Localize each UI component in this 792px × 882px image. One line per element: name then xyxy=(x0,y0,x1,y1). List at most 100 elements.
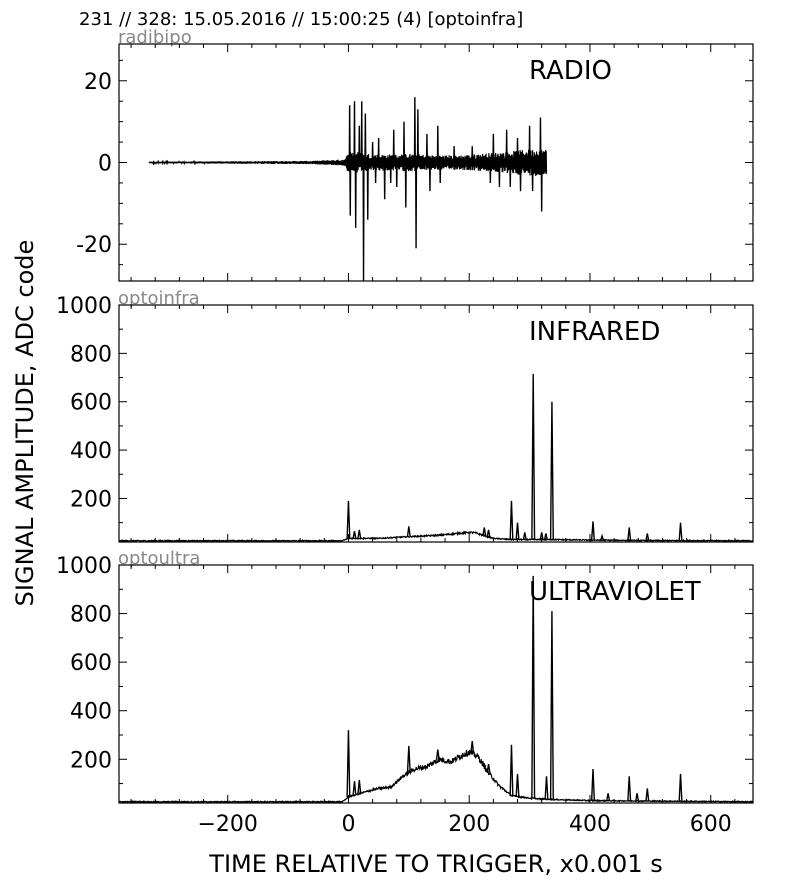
signal-spike xyxy=(354,162,357,228)
signal-spike xyxy=(519,162,522,192)
signal-spike xyxy=(505,129,508,163)
signal-spike xyxy=(374,162,377,183)
signal-spike xyxy=(489,162,492,183)
signal-spike xyxy=(492,133,495,163)
y-tick-label: 800 xyxy=(70,603,112,628)
y-tick-label: 600 xyxy=(70,391,112,416)
signal-spike xyxy=(453,146,456,163)
signal-spike xyxy=(362,162,365,281)
signal-peak xyxy=(406,526,411,537)
signal-trace xyxy=(119,530,753,542)
plot-frame xyxy=(118,304,754,543)
signal-peak xyxy=(352,530,357,539)
x-tick-label: 400 xyxy=(569,812,611,837)
signal-peak xyxy=(544,776,549,800)
signal-peak xyxy=(522,532,527,540)
signal-peak xyxy=(346,730,351,797)
radio-panel: radibipo RADIO 20 0 -20 xyxy=(76,27,754,282)
signal-spike xyxy=(358,125,361,163)
y-tick-label: -20 xyxy=(76,233,112,258)
signal-spike xyxy=(498,162,501,188)
panel-title: INFRARED xyxy=(529,317,660,347)
signal-peak xyxy=(470,740,475,754)
signal-spike xyxy=(377,137,380,163)
signal-spike xyxy=(528,125,531,163)
signal-peak xyxy=(627,776,632,801)
signal-peak xyxy=(539,532,544,540)
signal-spike xyxy=(348,105,351,163)
signal-peak xyxy=(531,373,536,540)
signal-spike xyxy=(439,162,442,183)
y-tick-label: 1000 xyxy=(56,554,112,579)
signal-peak xyxy=(600,533,605,541)
signal-peak xyxy=(635,793,640,802)
signal-spike xyxy=(395,162,398,188)
ultraviolet-panel: optoultra ULTRAVIOLET −200 0 200 400 600 1000 80… xyxy=(56,548,754,837)
signal-spike xyxy=(366,162,369,220)
channel-label: optoinfra xyxy=(118,288,200,309)
signal-spike xyxy=(364,113,367,163)
signal-peak xyxy=(406,745,411,773)
x-axis-label: TIME RELATIVE TO TRIGGER, x0.001 s xyxy=(208,850,662,878)
signal-peak xyxy=(357,529,362,539)
signal-peak xyxy=(482,527,487,536)
figure-header: 231 // 328: 15.05.2016 // 15:00:25 (4) [… xyxy=(79,9,523,30)
signal-spike xyxy=(415,162,418,249)
signal-spike xyxy=(371,142,374,163)
signal-spike xyxy=(539,117,542,163)
y-tick-label: 400 xyxy=(70,439,112,464)
signal-spike xyxy=(413,97,416,163)
y-axis-label: SIGNAL AMPLITUDE, ADC code xyxy=(11,240,39,607)
signal-peak xyxy=(531,575,536,799)
y-tick-label: 1000 xyxy=(56,294,112,319)
signal-peak xyxy=(590,768,596,801)
y-tick-label: 600 xyxy=(70,651,112,676)
y-tick-label: 200 xyxy=(70,487,112,512)
panel-title: ULTRAVIOLET xyxy=(529,577,701,607)
signal-spike xyxy=(471,146,474,163)
signal-peak xyxy=(678,522,683,541)
signal-peak xyxy=(590,521,596,541)
signal-peak xyxy=(515,522,520,540)
signal-spike xyxy=(402,121,406,163)
signal-peak xyxy=(543,533,548,540)
signal-spike xyxy=(349,162,352,216)
signal-spike xyxy=(516,137,519,163)
signal-peak xyxy=(549,401,554,540)
signal-peak xyxy=(509,744,514,796)
signal-spike xyxy=(531,162,534,192)
signal-peak xyxy=(645,788,650,802)
signal-trace xyxy=(119,749,753,803)
signal-peak xyxy=(486,764,491,773)
y-tick-label: 800 xyxy=(70,342,112,367)
signal-peak xyxy=(645,533,650,541)
signal-spike xyxy=(404,162,407,208)
signal-peak xyxy=(435,749,440,761)
y-tick-label: 0 xyxy=(98,152,112,177)
y-tick-label: 400 xyxy=(70,700,112,725)
plot-frame xyxy=(118,564,754,804)
signal-spike xyxy=(509,162,512,188)
signal-spike xyxy=(540,162,543,212)
signal-spike xyxy=(383,162,386,200)
x-tick-label: −200 xyxy=(197,812,257,837)
x-tick-label: 0 xyxy=(341,812,355,837)
signal-spike xyxy=(425,133,429,163)
signal-peak xyxy=(486,529,491,538)
signal-peak xyxy=(515,773,520,797)
channel-label: radibipo xyxy=(118,27,192,48)
signal-spike xyxy=(416,109,419,163)
x-tick-label: 600 xyxy=(690,812,732,837)
signal-spike xyxy=(392,129,395,163)
channel-label: optoultra xyxy=(118,548,200,569)
infrared-panel: optoinfra INFRARED 1000 800 600 400 200 xyxy=(56,288,754,543)
panel-title: RADIO xyxy=(529,56,612,86)
signal-spike xyxy=(353,101,356,163)
signal-spike xyxy=(360,101,363,163)
signal-peak xyxy=(482,762,487,767)
signal-spike xyxy=(436,125,439,163)
signal-peak xyxy=(549,611,554,800)
signal-peak xyxy=(627,527,632,541)
signal-spike xyxy=(428,162,432,192)
